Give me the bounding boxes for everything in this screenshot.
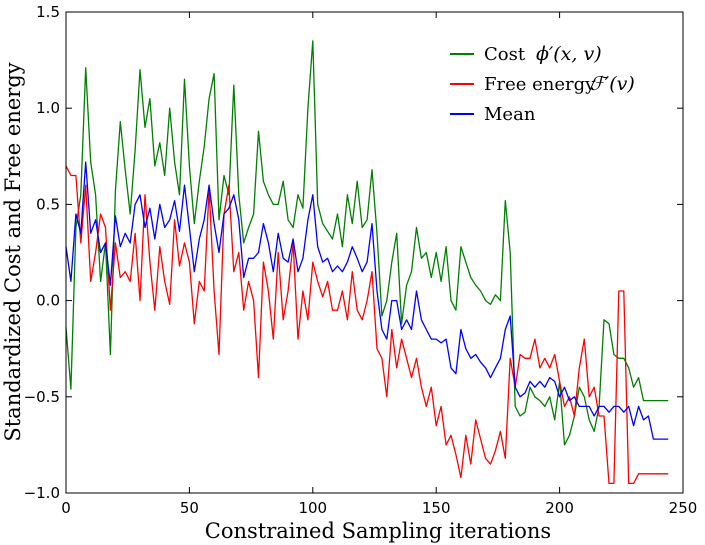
legend-math-cost: ϕ′(x, v) — [536, 43, 602, 65]
series-line-cost — [65, 40, 669, 446]
x-tick-label: 100 — [298, 499, 327, 517]
legend-label-free-energy: Free energy — [484, 74, 596, 95]
y-tick-label: −0.5 — [24, 388, 60, 406]
x-tick-label: 0 — [61, 499, 71, 517]
legend: Cost ϕ′(x, v) Free energy ℱ′(v) Mean — [450, 43, 635, 125]
y-tick-label: −1.0 — [24, 484, 60, 502]
tick-layer: 0 50 100 150 200 250 −1.0 −0.5 0.0 0.5 1.0 1.5 — [24, 3, 698, 517]
x-tick-label: 150 — [422, 499, 451, 517]
y-tick-label: 0.0 — [36, 292, 60, 310]
legend-math-free-energy: ℱ′(v) — [590, 73, 635, 95]
series-line-free-energy — [65, 165, 669, 485]
y-tick-label: 1.0 — [36, 99, 60, 117]
y-axis-label: Standardized Cost and Free energy — [1, 62, 25, 441]
x-tick-label: 50 — [180, 499, 199, 517]
series-layer — [65, 40, 669, 485]
x-axis-label: Constrained Sampling iterations — [205, 519, 551, 543]
series-line-mean — [65, 161, 669, 440]
y-tick-label: 0.5 — [36, 195, 60, 213]
y-tick-label: 1.5 — [36, 3, 60, 21]
x-tick-label: 200 — [545, 499, 574, 517]
x-tick-label: 250 — [669, 499, 698, 517]
legend-label-mean: Mean — [484, 104, 536, 125]
plot-frame — [65, 11, 684, 494]
legend-label-cost: Cost — [484, 44, 526, 65]
